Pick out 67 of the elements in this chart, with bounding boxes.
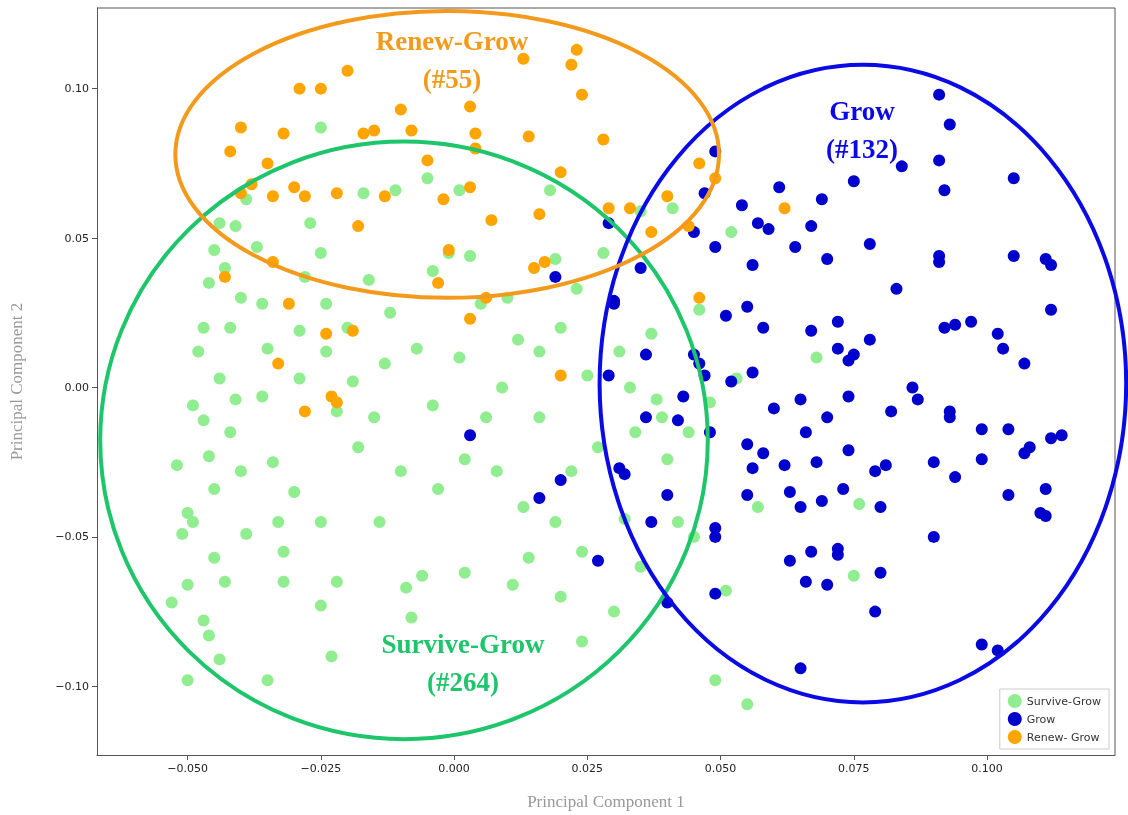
point xyxy=(298,405,311,418)
point xyxy=(272,357,285,370)
point xyxy=(624,202,636,215)
point xyxy=(320,327,333,340)
point xyxy=(314,82,327,95)
y-tick-label: −0.05 xyxy=(55,530,89,544)
point xyxy=(288,181,301,194)
point xyxy=(437,193,450,206)
point xyxy=(224,145,237,158)
point xyxy=(368,124,381,137)
point xyxy=(693,157,706,170)
point xyxy=(352,220,365,233)
point xyxy=(469,127,482,140)
point xyxy=(394,103,407,116)
point xyxy=(234,121,247,134)
point xyxy=(298,190,311,203)
point xyxy=(282,297,295,310)
point xyxy=(464,100,477,113)
x-tick-label: −0.025 xyxy=(300,762,342,775)
y-tick-label: 0.05 xyxy=(64,231,89,245)
point xyxy=(661,190,674,203)
point xyxy=(602,202,615,215)
x-tick-label: 0.050 xyxy=(704,762,737,775)
point xyxy=(693,291,706,304)
point xyxy=(778,202,791,215)
point xyxy=(570,43,583,56)
legend-label: Grow xyxy=(1026,712,1056,726)
legend-label: Renew- Grow xyxy=(1026,730,1100,744)
point xyxy=(432,276,445,289)
point xyxy=(597,133,610,146)
point xyxy=(538,255,551,268)
point xyxy=(533,208,546,221)
x-tick-label: 0.100 xyxy=(971,762,1003,775)
y-axis-title: Principal Component 2 xyxy=(7,302,26,461)
point xyxy=(464,181,477,194)
y-tick-label: −0.10 xyxy=(55,679,89,693)
point xyxy=(522,130,535,143)
point xyxy=(341,64,354,77)
annotation: Renew-Grow (#55) xyxy=(375,26,529,94)
legend-label: Survive-Grow xyxy=(1026,694,1102,708)
x-tick-label: 0.075 xyxy=(838,762,870,775)
x-tick-label: −0.050 xyxy=(167,762,208,775)
point xyxy=(554,166,567,179)
point xyxy=(528,261,541,274)
point xyxy=(405,124,418,137)
annotation: Grow (#132) xyxy=(826,96,898,164)
point xyxy=(293,82,306,95)
y-tick-label: 0.00 xyxy=(64,380,89,394)
x-tick-label: 0.000 xyxy=(438,762,470,775)
annotation: Survive-Grow (#264) xyxy=(381,629,545,697)
point xyxy=(261,157,274,170)
point xyxy=(565,58,578,71)
point xyxy=(485,214,498,227)
point xyxy=(576,88,589,101)
point xyxy=(645,226,658,239)
y-tick-label: 0.10 xyxy=(64,82,89,96)
point xyxy=(378,190,391,203)
point xyxy=(517,52,530,65)
point xyxy=(330,187,343,200)
point xyxy=(357,127,370,140)
point xyxy=(464,312,477,325)
point xyxy=(554,369,567,382)
point xyxy=(277,127,290,140)
point xyxy=(266,190,279,203)
x-tick-label: 0.025 xyxy=(571,762,604,775)
point xyxy=(421,154,434,167)
x-axis-title: Principal Component 1 xyxy=(527,792,685,811)
